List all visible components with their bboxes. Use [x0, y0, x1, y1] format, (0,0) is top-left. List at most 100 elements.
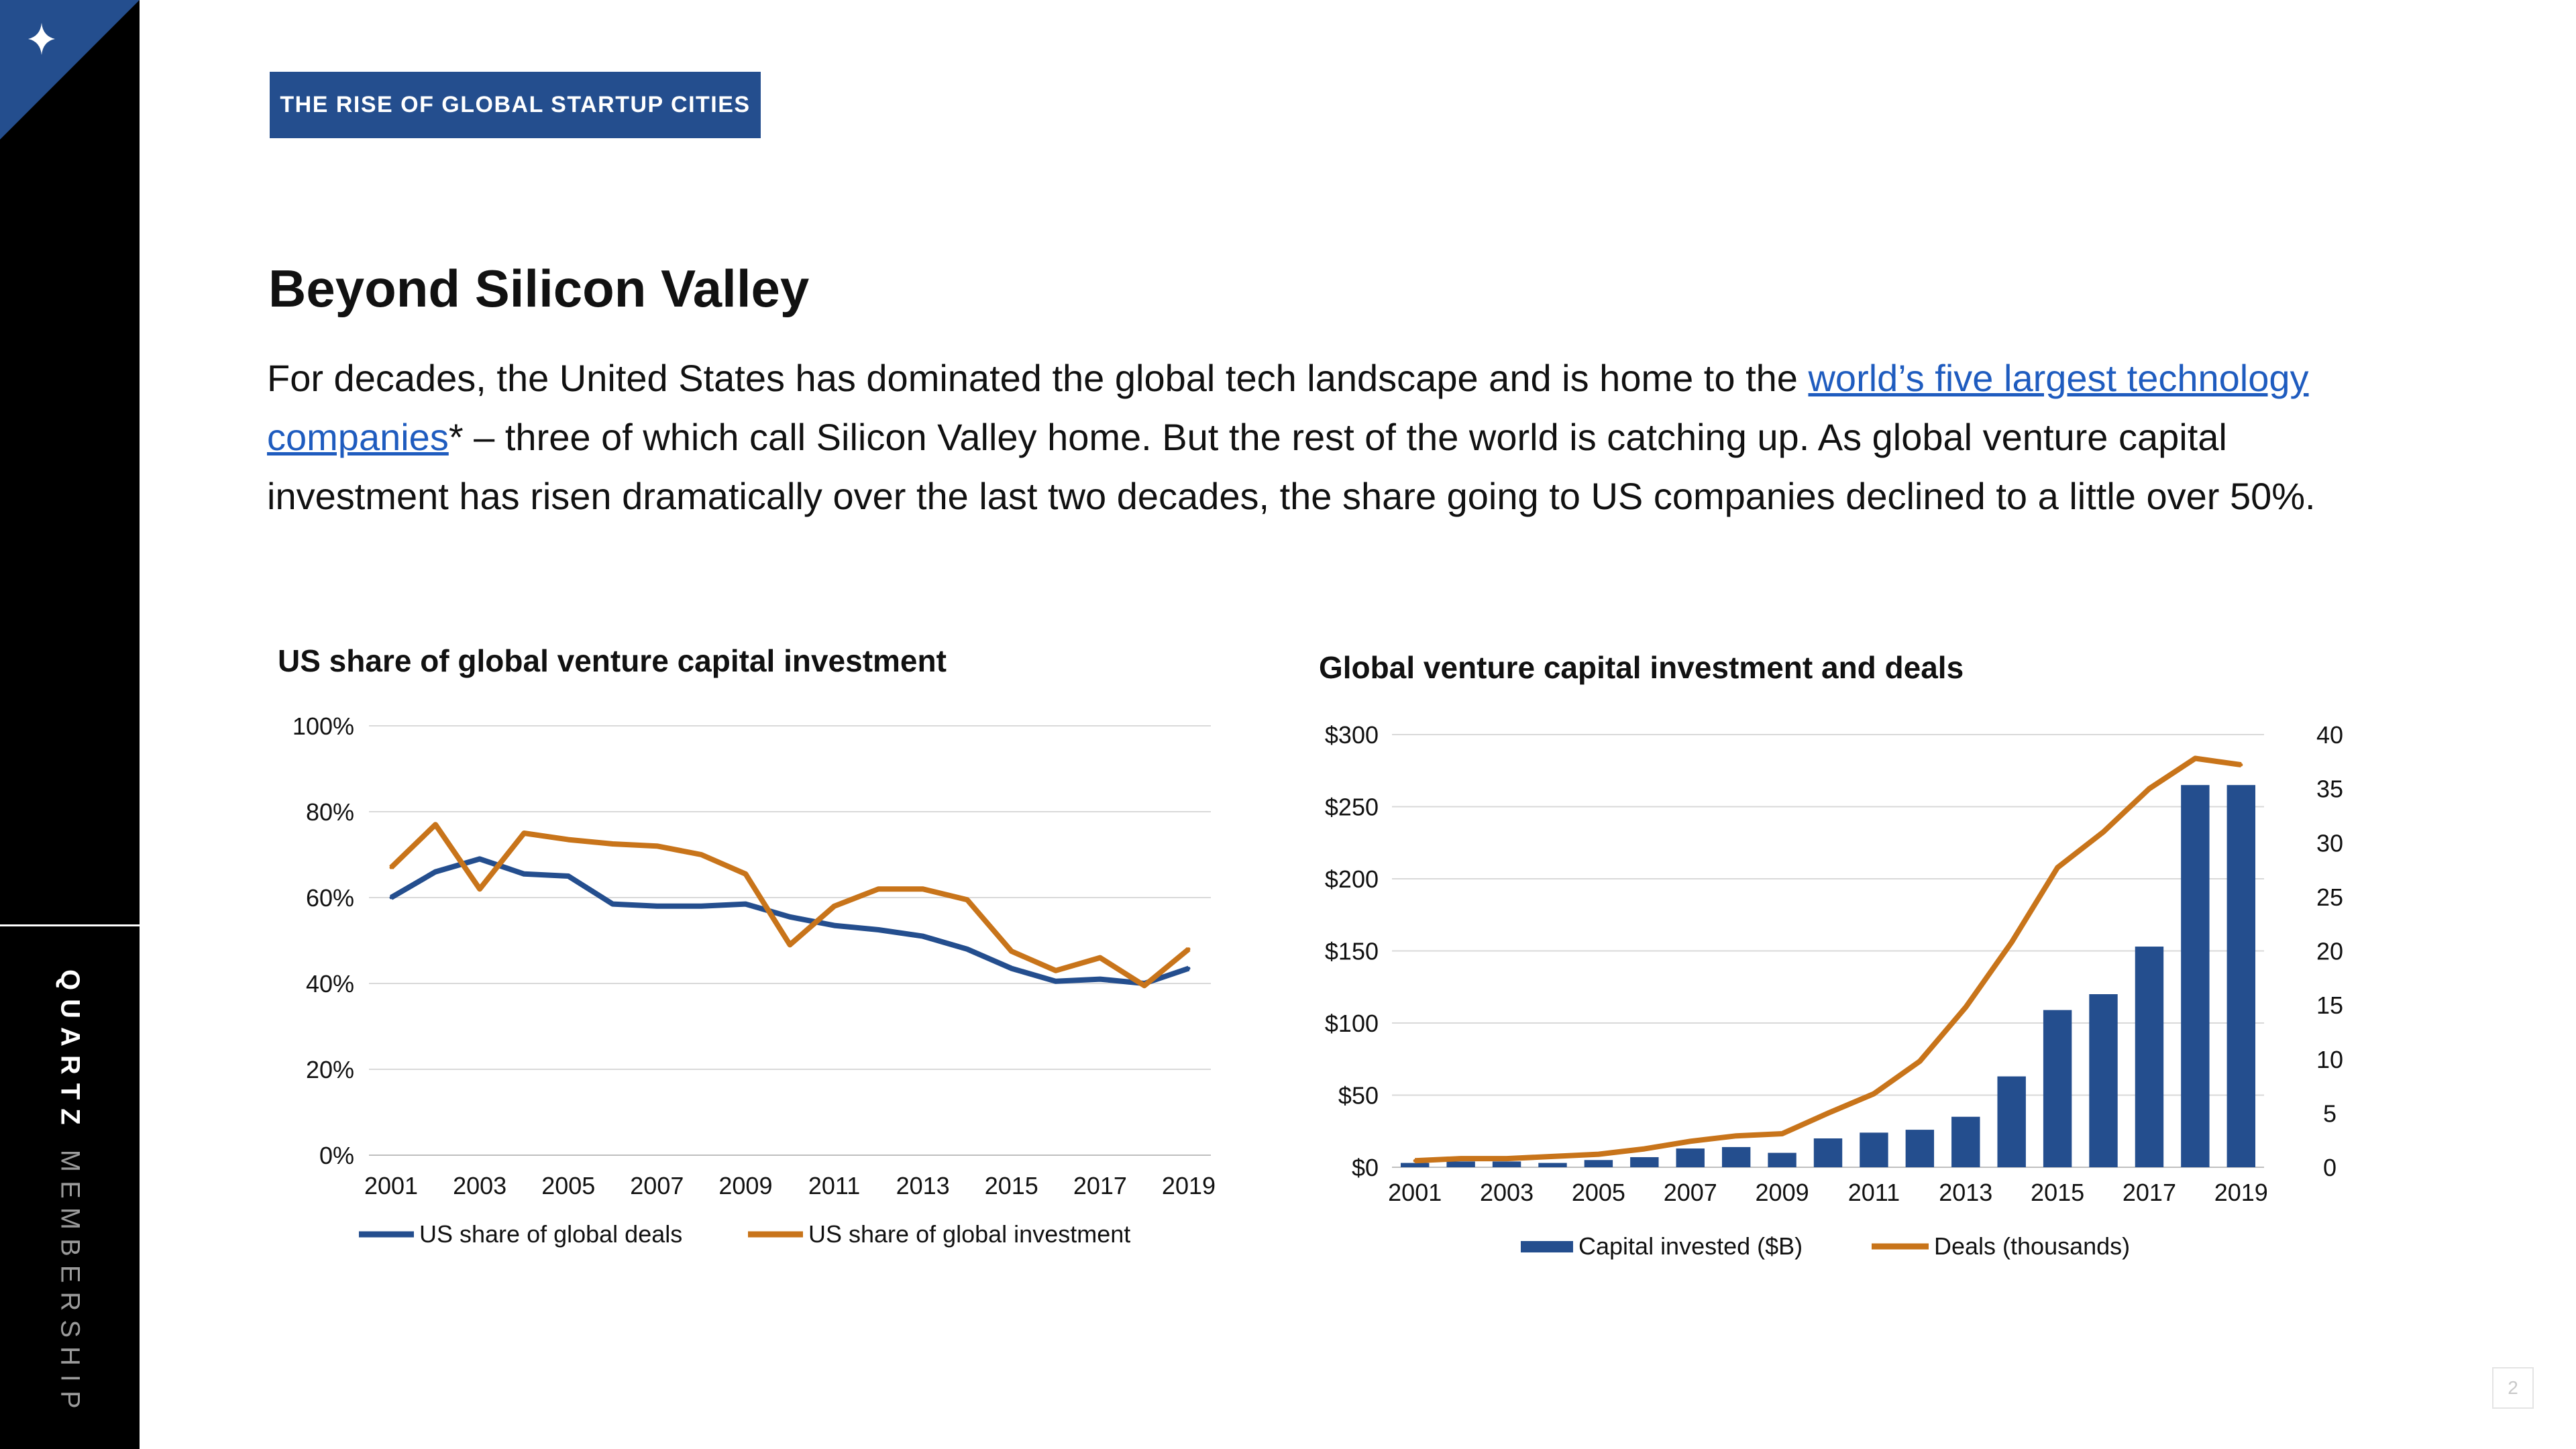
data-point — [699, 904, 703, 908]
bar — [1997, 1076, 2026, 1167]
y2-tick-label: 15 — [2316, 991, 2343, 1019]
data-point — [389, 865, 393, 869]
bar — [2043, 1010, 2072, 1167]
y2-tick-label: 30 — [2316, 829, 2343, 857]
y-tick-label: $100 — [1325, 1010, 1379, 1037]
legend-label: Capital invested ($B) — [1578, 1232, 1803, 1260]
us-share-chart: 0% 20% 40% 60% 80% 100% 2001 2003 2005 2007 2009 20… — [292, 712, 1216, 1248]
y2-tick-label: 20 — [2316, 938, 2343, 965]
data-point — [1597, 1152, 1601, 1157]
data-point — [1142, 983, 1146, 987]
x-tick-label: 2011 — [1848, 1179, 1900, 1206]
paragraph-text-1: For decades, the United States has domin… — [267, 357, 1809, 399]
data-point — [1872, 1091, 1876, 1095]
bar — [2135, 947, 2164, 1167]
data-point — [2010, 941, 2014, 945]
data-point — [1010, 949, 1014, 953]
data-point — [743, 872, 747, 876]
data-point — [743, 902, 747, 906]
data-point — [1054, 979, 1058, 983]
x-tick-label: 2017 — [1073, 1172, 1127, 1199]
series-line-2 — [389, 822, 1191, 989]
data-point — [1054, 969, 1058, 973]
bar — [1401, 1163, 1430, 1167]
bar — [1813, 1138, 1843, 1167]
bar — [1446, 1161, 1475, 1167]
data-point — [655, 844, 659, 848]
data-point — [1098, 956, 1102, 960]
x-tick-label: 2015 — [985, 1172, 1038, 1199]
bar — [2181, 785, 2210, 1167]
legend-swatch — [1521, 1241, 1573, 1252]
x-tick-label: 2019 — [2214, 1179, 2268, 1206]
y-tick-label: $50 — [1338, 1082, 1379, 1110]
data-point — [1688, 1139, 1693, 1143]
y-tick-label: 60% — [306, 884, 354, 912]
y2-tick-label: 10 — [2316, 1046, 2343, 1073]
data-point — [921, 887, 925, 891]
legend-label: Deals (thousands) — [1934, 1232, 2130, 1260]
data-point — [1964, 1005, 1968, 1009]
paragraph-text-2: * – three of which call Silicon Valley h… — [267, 416, 2316, 517]
bar — [1584, 1160, 1613, 1167]
data-point — [566, 874, 570, 878]
bar — [1768, 1152, 1796, 1167]
sidebar: QUARTZ MEMBERSHIP — [0, 0, 140, 1449]
data-point — [2055, 865, 2059, 869]
y-tick-label: $0 — [1352, 1154, 1379, 1181]
data-point — [1642, 1147, 1646, 1151]
y2-tick-label: 35 — [2316, 775, 2343, 803]
data-point — [610, 842, 614, 846]
brand-wordmark: QUARTZ MEMBERSHIP — [55, 969, 85, 1417]
brand-primary: QUARTZ — [55, 969, 85, 1134]
bar — [2089, 994, 2118, 1167]
data-point — [1010, 967, 1014, 971]
data-point — [1734, 1134, 1738, 1138]
section-tag: THE RISE OF GLOBAL STARTUP CITIES — [270, 72, 761, 138]
y-tick-label: 20% — [306, 1056, 354, 1083]
data-point — [389, 896, 393, 900]
legend-label: US share of global deals — [419, 1220, 682, 1248]
y-tick-label: 0% — [319, 1142, 354, 1169]
data-point — [1187, 967, 1191, 971]
bar — [1676, 1148, 1705, 1167]
y-tick-label: $150 — [1325, 938, 1379, 965]
x-tick-label: 2019 — [1162, 1172, 1216, 1199]
data-point — [2193, 756, 2197, 760]
page-number: 2 — [2492, 1367, 2534, 1409]
y-tick-label: $300 — [1325, 721, 1379, 749]
data-point — [921, 934, 925, 938]
y-tick-label: 80% — [306, 798, 354, 826]
bar — [1492, 1161, 1521, 1167]
intro-paragraph: For decades, the United States has domin… — [267, 349, 2360, 526]
data-point — [699, 853, 703, 857]
data-point — [478, 857, 482, 861]
x-tick-label: 2007 — [630, 1172, 684, 1199]
y2-tick-label: 40 — [2316, 721, 2343, 749]
x-tick-label: 2005 — [1572, 1179, 1625, 1206]
corner-badge — [0, 0, 140, 140]
x-tick-label: 2001 — [1388, 1179, 1442, 1206]
data-point — [2147, 787, 2151, 791]
global-vc-chart: $0 $50 $100 $150 $200 $250 $300 0 5 10 15 20 25 30 35 4… — [1325, 721, 2343, 1260]
x-tick-label: 2007 — [1664, 1179, 1717, 1206]
bar — [1721, 1146, 1751, 1167]
chart1-title: US share of global venture capital inves… — [278, 643, 947, 678]
x-tick-label: 2013 — [1939, 1179, 1992, 1206]
data-point — [1098, 977, 1102, 981]
data-point — [877, 928, 881, 932]
data-point — [1780, 1132, 1784, 1136]
data-point — [833, 904, 837, 908]
brand-secondary: MEMBERSHIP — [55, 1149, 85, 1417]
bar — [2226, 785, 2255, 1167]
data-point — [788, 943, 792, 947]
bar — [1630, 1157, 1659, 1167]
companies-link[interactable]: world’s five largest technology companie… — [267, 357, 2309, 458]
data-point — [833, 924, 837, 928]
data-point — [522, 831, 526, 835]
y2-tick-label: 5 — [2323, 1099, 2337, 1127]
y-tick-label: 100% — [292, 712, 354, 740]
data-point — [522, 872, 526, 876]
data-point — [1505, 1157, 1509, 1161]
data-point — [433, 870, 437, 874]
